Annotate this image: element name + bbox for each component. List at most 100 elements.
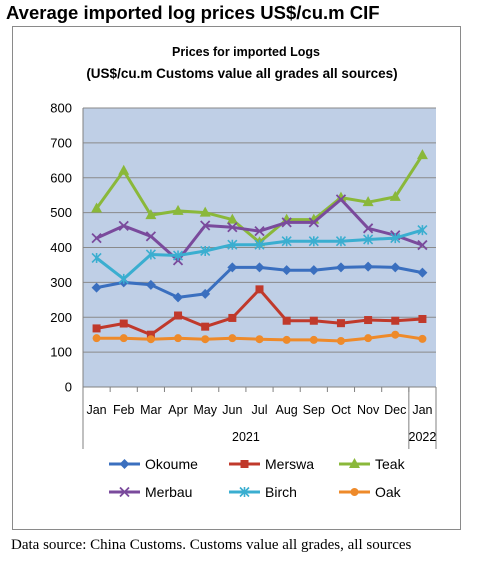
data-point-merswa: [174, 311, 183, 320]
data-point-birch: [308, 236, 319, 247]
legend-label: Oak: [375, 484, 402, 500]
data-point-teak: [145, 209, 157, 220]
legend-item-okoume: Okoume: [109, 456, 198, 472]
data-point-oak: [201, 335, 210, 344]
x-tick-label: Jan: [412, 403, 432, 417]
legend-label: Merbau: [145, 484, 192, 500]
data-point-merswa: [418, 314, 427, 323]
axes: 0 100 200 300 400 500 600 700 800 Jan Feb Mar Apr May…: [50, 101, 437, 449]
data-point-merswa: [255, 285, 264, 294]
data-point-merswa: [228, 313, 237, 322]
data-point-merswa: [336, 319, 345, 328]
data-point-okoume: [390, 262, 401, 273]
series-okoume: [91, 261, 428, 303]
series-oak: [92, 330, 427, 345]
data-point-birch: [91, 252, 102, 264]
data-point-merbau: [417, 239, 428, 251]
line-chart: Prices for imported Logs (US$/cu.m Custo…: [50, 45, 437, 500]
data-point-merbau: [91, 232, 102, 244]
data-point-merswa: [282, 316, 291, 325]
y-tick-label: 800: [50, 101, 72, 116]
data-point-oak: [255, 335, 264, 344]
data-point-oak: [119, 334, 128, 343]
data-point-okoume: [281, 265, 292, 276]
data-point-birch: [390, 233, 401, 244]
legend-item-merswa: Merswa: [229, 456, 314, 472]
y-tick-label: 0: [65, 380, 72, 395]
y-tick-label: 700: [50, 135, 72, 150]
legend: Okoume Merswa Teak Merbau Birch Oak: [109, 456, 406, 500]
data-point-teak: [416, 149, 428, 160]
data-point-merswa: [92, 324, 101, 333]
data-point-merbau: [145, 231, 157, 242]
legend-swatch-marker: [119, 459, 130, 469]
data-point-merbau: [254, 225, 265, 237]
data-point-okoume: [335, 262, 346, 273]
data-point-birch: [281, 236, 292, 247]
x-tick-label: Apr: [168, 403, 187, 417]
y-tick-label: 400: [50, 240, 72, 255]
data-point-birch: [200, 245, 211, 257]
data-point-okoume: [254, 262, 265, 273]
data-point-birch: [172, 250, 184, 261]
page-heading: Average imported log prices US$/cu.m CIF: [6, 2, 380, 23]
data-point-okoume: [227, 262, 238, 273]
data-point-teak: [389, 190, 401, 201]
data-point-okoume: [417, 267, 428, 278]
data-point-birch: [227, 239, 238, 250]
data-point-merswa: [364, 316, 373, 325]
data-point-oak: [174, 334, 183, 343]
data-point-merbau: [118, 220, 129, 232]
x-tick-label: Aug: [276, 403, 298, 417]
legend-swatch-marker: [349, 458, 360, 468]
x-tick-label: Feb: [113, 403, 135, 417]
y-tick-label: 500: [50, 205, 72, 220]
legend-label: Birch: [265, 484, 297, 500]
data-point-merbau: [362, 223, 374, 234]
data-point-oak: [146, 335, 155, 344]
legend-item-oak: Oak: [339, 484, 402, 500]
data-point-okoume: [363, 261, 374, 272]
legend-swatch-marker: [119, 486, 130, 498]
year-label: 2022: [409, 430, 437, 444]
data-point-teak: [172, 204, 184, 215]
data-point-oak: [418, 334, 427, 343]
data-point-birch: [363, 234, 374, 245]
legend-item-teak: Teak: [339, 456, 406, 472]
chart-subtitle: (US$/cu.m Customs value all grades all s…: [86, 66, 397, 81]
legend-swatch-marker: [350, 488, 359, 496]
y-tick-label: 200: [50, 310, 72, 325]
x-tick-label: Nov: [357, 403, 380, 417]
y-tick-label: 100: [50, 345, 72, 360]
data-point-okoume: [91, 282, 102, 293]
data-point-merbau: [335, 194, 347, 205]
data-point-oak: [92, 334, 101, 343]
data-point-birch: [417, 224, 428, 236]
legend-swatch-marker: [240, 460, 249, 468]
data-point-merbau: [281, 217, 292, 228]
legend-label: Teak: [375, 456, 406, 472]
data-point-teak: [91, 202, 103, 213]
data-point-okoume: [308, 265, 319, 276]
data-point-oak: [228, 334, 237, 343]
x-tick-label: Dec: [384, 403, 406, 417]
legend-item-birch: Birch: [229, 484, 297, 500]
data-point-merbau: [200, 220, 211, 231]
x-tick-label: May: [193, 403, 217, 417]
data-point-teak: [362, 196, 374, 207]
data-point-merbau: [227, 222, 238, 233]
data-point-okoume: [173, 292, 184, 303]
y-tick-label: 300: [50, 275, 72, 290]
x-tick-label: Mar: [140, 403, 162, 417]
data-point-okoume: [200, 288, 211, 299]
data-point-teak: [199, 206, 211, 217]
data-point-birch: [254, 239, 265, 250]
data-point-oak: [336, 336, 345, 345]
data-point-merbau: [308, 217, 319, 228]
data-point-oak: [364, 334, 373, 343]
data-point-birch: [335, 236, 347, 247]
data-point-teak: [118, 164, 130, 175]
legend-label: Okoume: [145, 456, 198, 472]
x-tick-label: Sep: [303, 403, 325, 417]
data-point-merswa: [309, 316, 318, 325]
